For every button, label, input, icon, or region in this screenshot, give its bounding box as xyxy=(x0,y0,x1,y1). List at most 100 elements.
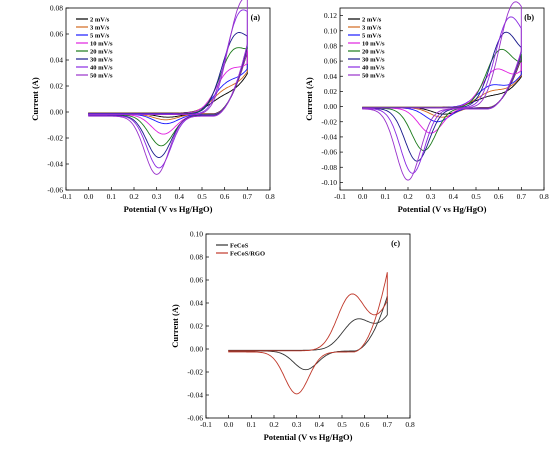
y-axis-title: Current (A) xyxy=(304,77,314,121)
legend-label: 3 mV/s xyxy=(362,25,382,32)
x-tick-label: 0.1 xyxy=(247,420,257,429)
panel-c: -0.1 0.0 0.1 0.2 0.3 0.4 0.5 0.6 0.7 0.8 -0.06 -0.0… xyxy=(170,230,415,443)
y-tick-label: 0.00 xyxy=(190,345,203,354)
y-tick-label: -0.02 xyxy=(187,368,203,377)
legend-label: 50 mV/s xyxy=(90,73,113,80)
legend-label: 30 mV/s xyxy=(90,57,113,64)
y-tick-label: -0.06 xyxy=(321,148,337,157)
legend-label: 40 mV/s xyxy=(362,65,385,72)
x-tick-label: 0.0 xyxy=(358,192,368,201)
y-axis-title: Current (A) xyxy=(30,77,40,121)
y-tick-label: 0.10 xyxy=(324,26,337,35)
x-tick-label: 0.5 xyxy=(197,192,207,201)
y-tick-label: 0.04 xyxy=(190,299,203,308)
x-tick-label: 0.4 xyxy=(449,192,459,201)
x-tick-label: 0.2 xyxy=(129,192,139,201)
legend-label: 40 mV/s xyxy=(90,65,113,72)
x-axis-title: Potential (V vs Hg/HgO) xyxy=(124,204,213,214)
legend-label: 10 mV/s xyxy=(90,41,113,48)
panel-a: -0.1 0.0 0.1 0.2 0.3 0.4 0.5 0.6 0.7 0.8 -0.06 -0.0… xyxy=(30,0,275,214)
legend-label: 3 mV/s xyxy=(90,25,110,32)
x-tick-label: -0.1 xyxy=(334,192,346,201)
x-tick-label: 0.7 xyxy=(243,192,253,201)
panel-b: -0.1 0.0 0.1 0.2 0.3 0.4 0.5 0.6 0.7 0.8 -0.10 -0.0… xyxy=(304,1,549,214)
x-tick-label: 0.7 xyxy=(517,192,527,201)
x-tick-label: 0.8 xyxy=(265,192,275,201)
y-axis-title: Current (A) xyxy=(170,304,180,348)
legend-label: 5 mV/s xyxy=(362,33,382,40)
y-tick-label: 0.08 xyxy=(50,4,63,13)
x-tick-label: 0.8 xyxy=(539,192,549,201)
y-tick-label: -0.02 xyxy=(321,117,337,126)
series-line xyxy=(362,1,522,181)
legend-label: 20 mV/s xyxy=(362,49,385,56)
y-tick-label: -0.02 xyxy=(47,134,63,143)
x-tick-label: 0.3 xyxy=(426,192,436,201)
plot-frame xyxy=(339,7,545,191)
x-tick-label: 0.2 xyxy=(269,420,279,429)
y-tick-label: 0.00 xyxy=(50,108,63,117)
legend-label: 30 mV/s xyxy=(362,57,385,64)
y-tick-label: 0.00 xyxy=(324,102,337,111)
y-tick-label: -0.04 xyxy=(187,391,203,400)
x-tick-label: 0.4 xyxy=(315,420,325,429)
x-tick-label: 0.8 xyxy=(405,420,415,429)
y-tick-label: -0.08 xyxy=(321,163,337,172)
y-tick-label: -0.06 xyxy=(47,186,63,195)
legend-label: 2 mV/s xyxy=(362,17,382,24)
y-tick-label: -0.04 xyxy=(47,160,63,169)
y-tick-label: 0.08 xyxy=(190,253,203,262)
series-line xyxy=(362,16,522,174)
legend-label: 20 mV/s xyxy=(90,49,113,56)
y-tick-label: -0.06 xyxy=(187,414,203,423)
series-line xyxy=(228,272,388,395)
series-line xyxy=(88,9,248,169)
x-tick-label: 0.1 xyxy=(107,192,117,201)
y-tick-label: 0.12 xyxy=(324,11,337,20)
legend-label: FeCoS xyxy=(230,243,249,250)
x-axis-title: Potential (V vs Hg/HgO) xyxy=(398,204,487,214)
y-tick-label: 0.04 xyxy=(324,72,337,81)
y-tick-label: 0.06 xyxy=(50,30,63,39)
panel-label: (c) xyxy=(391,239,400,248)
x-tick-label: 0.3 xyxy=(152,192,162,201)
series-line xyxy=(362,58,522,115)
x-tick-label: 0.6 xyxy=(220,192,230,201)
y-tick-label: 0.02 xyxy=(190,322,203,331)
y-tick-label: -0.04 xyxy=(321,132,337,141)
x-tick-label: 0.3 xyxy=(292,420,302,429)
y-tick-label: 0.06 xyxy=(190,276,203,285)
x-tick-label: 0.4 xyxy=(175,192,185,201)
series-line xyxy=(88,0,248,175)
plot-frame xyxy=(65,7,271,191)
y-tick-label: 0.04 xyxy=(50,56,63,65)
legend-label: 10 mV/s xyxy=(362,41,385,48)
x-tick-label: 0.0 xyxy=(224,420,234,429)
panel-label: (b) xyxy=(524,13,534,22)
series-line xyxy=(228,296,388,371)
x-tick-label: 0.0 xyxy=(84,192,94,201)
x-tick-label: 0.2 xyxy=(403,192,413,201)
x-tick-label: 0.6 xyxy=(360,420,370,429)
x-axis-title: Potential (V vs Hg/HgO) xyxy=(264,432,353,442)
legend-label: FeCoS/RGO xyxy=(230,251,265,258)
y-tick-label: 0.10 xyxy=(190,230,203,239)
x-tick-label: -0.1 xyxy=(60,192,72,201)
x-tick-label: 0.7 xyxy=(383,420,393,429)
x-tick-label: -0.1 xyxy=(200,420,212,429)
legend-label: 5 mV/s xyxy=(90,33,110,40)
y-tick-label: 0.02 xyxy=(324,87,337,96)
y-tick-label: 0.06 xyxy=(324,57,337,66)
series-line xyxy=(362,48,522,152)
x-tick-label: 0.6 xyxy=(494,192,504,201)
y-tick-label: -0.10 xyxy=(321,178,337,187)
x-tick-label: 0.5 xyxy=(471,192,481,201)
legend-label: 2 mV/s xyxy=(90,17,110,24)
x-tick-label: 0.1 xyxy=(381,192,391,201)
panel-label: (a) xyxy=(251,13,261,22)
plot-frame xyxy=(205,233,411,419)
y-tick-label: 0.08 xyxy=(324,41,337,50)
y-tick-label: 0.02 xyxy=(50,82,63,91)
x-tick-label: 0.5 xyxy=(337,420,347,429)
